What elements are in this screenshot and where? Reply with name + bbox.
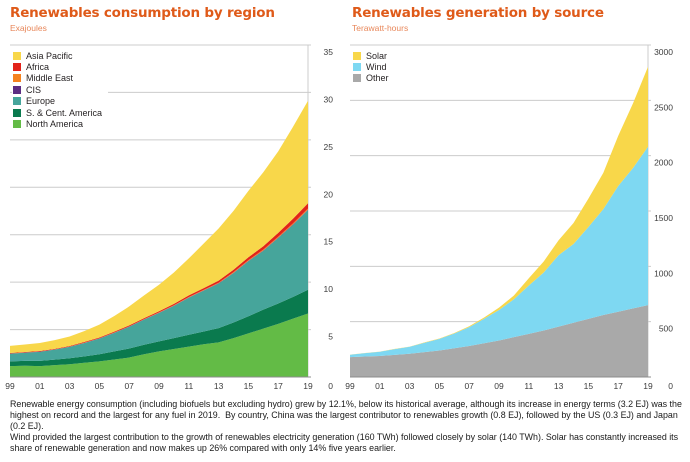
footer-paragraph-consumption: Renewable energy consumption (including …: [10, 399, 685, 431]
area-series-europe: [10, 210, 308, 362]
x-axis-tick-label: 07: [124, 381, 134, 391]
x-axis-tick-label: 07: [464, 381, 474, 391]
x-axis-tick-label: 15: [584, 381, 594, 391]
legend-item: Solar: [353, 50, 389, 61]
legend-swatch-icon: [13, 108, 21, 117]
y-axis-tick-label: 500: [659, 324, 673, 334]
x-axis-tick-label: 05: [95, 381, 105, 391]
y-axis-tick-label: 2000: [654, 158, 673, 168]
x-axis-tick-label: 17: [273, 381, 283, 391]
left-chart-plot: 5 10 15 20 25 30 35 0 99 01 03 05 07 09 11 13 15 17 19: [5, 44, 334, 391]
y-axis-tick-label: 2500: [654, 102, 673, 112]
legend-item: Other: [353, 73, 389, 84]
y-axis-tick-label: 10: [324, 284, 334, 294]
x-axis-tick-label: 01: [35, 381, 45, 391]
legend-item: Africa: [13, 61, 102, 72]
area-series-north-america: [10, 313, 308, 377]
legend-label: CIS: [26, 84, 42, 95]
x-axis-tick-label: 11: [184, 381, 193, 391]
left-chart-header: Renewables consumption by region Exajoul…: [10, 5, 275, 33]
y-axis-tick-label: 25: [324, 142, 334, 152]
right-chart-header: Renewables generation by source Terawatt…: [352, 5, 604, 33]
legend-swatch-icon: [353, 63, 361, 72]
x-axis-tick-label: 09: [494, 381, 504, 391]
y-axis-tick-label: 1000: [654, 268, 673, 278]
area-series-wind: [350, 146, 648, 358]
x-axis-tick-label: 05: [435, 381, 445, 391]
y-axis-tick-label: 15: [324, 237, 334, 247]
y-axis-tick-label: 20: [324, 189, 334, 199]
x-axis-tick-label: 99: [345, 381, 355, 391]
y-axis-tick-label: 30: [324, 94, 334, 104]
y-axis-tick-label: 0: [668, 381, 673, 391]
left-chart-title: Renewables consumption by region: [10, 5, 275, 21]
right-chart-units: Terawatt-hours: [352, 23, 409, 33]
y-axis-tick-label: 3000: [654, 47, 673, 57]
area-series-s-cent-america: [10, 289, 308, 367]
footer-commentary: Renewable energy consumption (including …: [10, 399, 686, 454]
y-axis-tick-label: 5: [328, 332, 333, 342]
legend-item: Wind: [353, 61, 389, 72]
x-axis-tick-label: 09: [154, 381, 164, 391]
x-axis-tick-label: 17: [613, 381, 623, 391]
legend-item: S. & Cent. America: [13, 107, 102, 118]
legend-label: Wind: [366, 62, 387, 73]
x-axis-tick-label: 19: [303, 381, 313, 391]
x-axis-tick-label: 13: [214, 381, 224, 391]
legend-label: Solar: [366, 50, 388, 61]
legend-label: Other: [366, 73, 389, 84]
legend-label: Europe: [26, 96, 56, 107]
x-axis-tick-label: 13: [554, 381, 564, 391]
left-chart-units: Exajoules: [10, 23, 47, 33]
y-axis-tick-label: 35: [324, 47, 334, 57]
legend-swatch-icon: [13, 74, 21, 83]
left-chart-legend: Asia Pacific Africa Middle East CIS Europe S.…: [12, 49, 109, 132]
right-chart-title: Renewables generation by source: [352, 5, 604, 21]
x-axis-tick-label: 11: [524, 381, 533, 391]
legend-label: Africa: [26, 62, 50, 73]
legend-swatch-icon: [13, 63, 21, 72]
x-axis-tick-label: 03: [65, 381, 75, 391]
legend-item: Middle East: [13, 73, 102, 84]
x-axis-tick-label: 19: [643, 381, 653, 391]
legend-item: Europe: [13, 96, 102, 107]
legend-swatch-icon: [353, 51, 361, 60]
area-series-asia-pacific: [10, 100, 308, 353]
legend-item: North America: [13, 118, 102, 129]
y-axis-tick-label: 1500: [654, 213, 673, 223]
footer-paragraph-generation: Wind provided the largest contribution t…: [10, 431, 681, 453]
legend-label: Middle East: [26, 73, 74, 84]
legend-swatch-icon: [13, 51, 21, 60]
right-chart-plot: 500 1000 1500 2000 2500 3000 0 99 01 03 05 07 09 11 13…: [345, 44, 673, 391]
x-axis-tick-label: 99: [5, 381, 15, 391]
legend-label: S. & Cent. America: [26, 107, 103, 118]
right-chart-legend: Solar Wind Other: [352, 49, 395, 87]
legend-item: Asia Pacific: [13, 50, 102, 61]
legend-label: North America: [26, 119, 84, 130]
legend-swatch-icon: [353, 74, 361, 83]
legend-label: Asia Pacific: [26, 50, 73, 61]
area-series-solar: [350, 66, 648, 355]
legend-swatch-icon: [13, 97, 21, 106]
legend-item: CIS: [13, 84, 102, 95]
x-axis-tick-label: 01: [375, 381, 385, 391]
area-series-other: [350, 305, 648, 377]
legend-swatch-icon: [13, 120, 21, 129]
y-axis-tick-label: 0: [328, 381, 333, 391]
x-axis-tick-label: 15: [244, 381, 254, 391]
legend-swatch-icon: [13, 85, 21, 94]
x-axis-tick-label: 03: [405, 381, 415, 391]
